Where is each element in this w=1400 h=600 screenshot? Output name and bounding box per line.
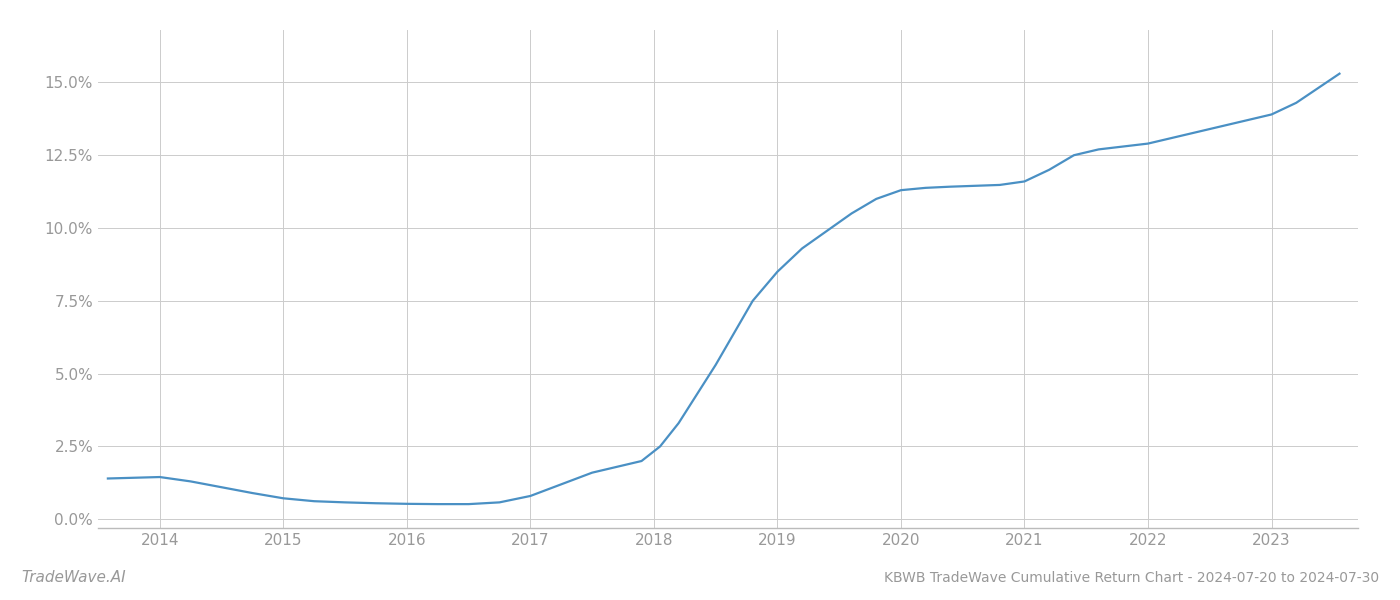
Text: KBWB TradeWave Cumulative Return Chart - 2024-07-20 to 2024-07-30: KBWB TradeWave Cumulative Return Chart -… [883, 571, 1379, 585]
Text: TradeWave.AI: TradeWave.AI [21, 570, 126, 585]
